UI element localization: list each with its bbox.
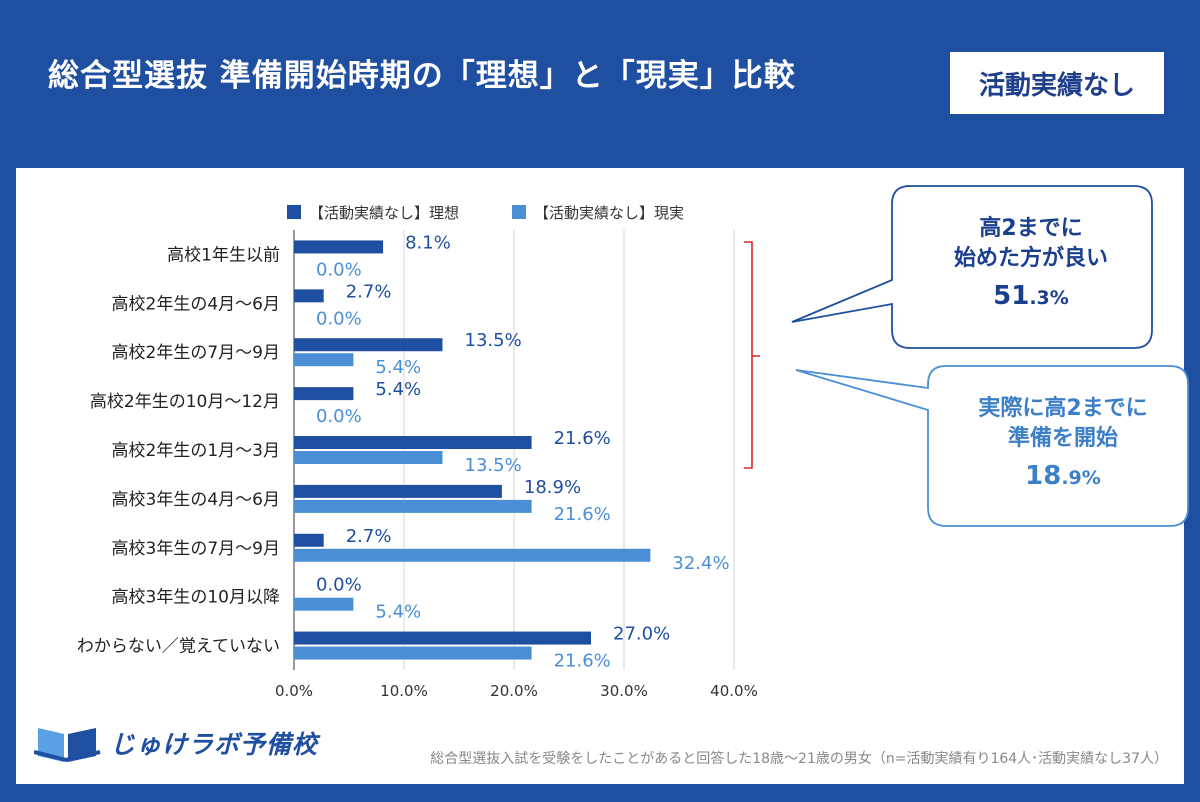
bar-ideal xyxy=(294,387,354,401)
bar-ideal xyxy=(294,631,591,645)
data-label-ideal: 27.0% xyxy=(613,624,670,645)
book-icon xyxy=(34,728,101,763)
x-tick-label: 10.0% xyxy=(380,682,428,700)
bar-reality xyxy=(294,597,354,611)
bar-ideal xyxy=(294,484,502,498)
callout-bubble-reality xyxy=(795,365,1189,527)
callout-reality-line-1: 実際に高2までに xyxy=(978,396,1148,421)
legend-label-reality: 【活動実績なし】現実 xyxy=(534,204,684,222)
bar-ideal xyxy=(294,240,384,254)
callout-reality-line-2: 準備を開始 xyxy=(1007,425,1118,451)
brand-name: じゅけラボ予備校 xyxy=(110,730,319,759)
callout-reality: 実際に高2までに 準備を開始 18.9% xyxy=(938,394,1188,494)
data-label-reality: 21.6% xyxy=(554,504,611,525)
data-label-reality: 5.4% xyxy=(375,602,421,623)
x-tick-label: 40.0% xyxy=(710,682,758,700)
data-label-reality: 13.5% xyxy=(465,455,522,476)
bar-ideal xyxy=(294,436,532,449)
bar-ideal xyxy=(294,533,324,547)
category-label: 高校1年生以前 xyxy=(167,245,280,265)
data-label-reality: 0.0% xyxy=(316,406,362,427)
category-label: 高校3年生の4月～6月 xyxy=(112,490,280,510)
callout-bubble-ideal xyxy=(791,185,1153,349)
data-label-reality: 0.0% xyxy=(316,308,362,329)
category-label: 高校2年生の7月～9月 xyxy=(112,343,280,363)
brand-logo: じゅけラボ予備校 xyxy=(34,722,318,764)
callout-reality-pct-int: 18 xyxy=(1025,461,1062,492)
callout-ideal-pct-int: 51 xyxy=(993,281,1030,312)
bar-ideal xyxy=(294,338,443,352)
data-label-reality: 21.6% xyxy=(554,651,611,672)
bracket xyxy=(744,241,760,469)
callout-ideal-pct-dec: .3% xyxy=(1029,287,1069,310)
page-title: 総合型選抜 準備開始時期の「理想」と「現実」比較 xyxy=(48,58,796,94)
callout-ideal: 高2までに 始めた方が良い 51.3% xyxy=(906,214,1156,314)
data-label-reality: 0.0% xyxy=(316,259,362,280)
legend-swatch-reality xyxy=(512,205,526,219)
data-label-ideal: 0.0% xyxy=(316,575,362,596)
data-label-reality: 5.4% xyxy=(375,357,421,378)
category-label: 高校2年生の10月～12月 xyxy=(90,392,280,412)
data-label-reality: 32.4% xyxy=(672,553,729,574)
bar-reality xyxy=(294,646,532,660)
legend-swatch-ideal xyxy=(287,205,301,219)
bar-reality xyxy=(294,499,532,513)
callout-ideal-line-1: 高2までに xyxy=(979,216,1083,241)
data-label-ideal: 5.4% xyxy=(375,379,421,400)
bar-reality xyxy=(294,451,443,464)
bar-reality xyxy=(294,353,354,367)
bar-reality xyxy=(294,548,651,562)
category-label: 高校2年生の4月～6月 xyxy=(112,294,280,314)
filter-badge: 活動実績なし xyxy=(950,52,1164,114)
category-label: 高校3年生の7月～9月 xyxy=(112,539,280,559)
data-label-ideal: 18.9% xyxy=(524,477,581,498)
x-tick-label: 0.0% xyxy=(275,682,313,700)
data-label-ideal: 13.5% xyxy=(465,330,522,351)
category-label: わからない／覚えていない xyxy=(77,637,280,657)
data-label-ideal: 2.7% xyxy=(346,526,392,547)
category-label: 高校2年生の1月～3月 xyxy=(112,441,280,461)
x-tick-label: 20.0% xyxy=(490,682,538,700)
data-label-ideal: 2.7% xyxy=(346,281,392,302)
callout-ideal-line-2: 始めた方が良い xyxy=(953,245,1108,271)
data-label-ideal: 21.6% xyxy=(554,428,611,449)
data-label-ideal: 8.1% xyxy=(405,232,451,253)
footnote: 総合型選抜入試を受験をしたことがあると回答した18歳～21歳の男女（n=活動実績… xyxy=(430,751,1168,767)
legend-label-ideal: 【活動実績なし】理想 xyxy=(309,204,459,222)
category-label: 高校3年生の10月以降 xyxy=(112,588,280,608)
callout-reality-pct-dec: .9% xyxy=(1061,467,1101,490)
x-tick-label: 30.0% xyxy=(600,682,648,700)
bar-ideal xyxy=(294,289,324,303)
